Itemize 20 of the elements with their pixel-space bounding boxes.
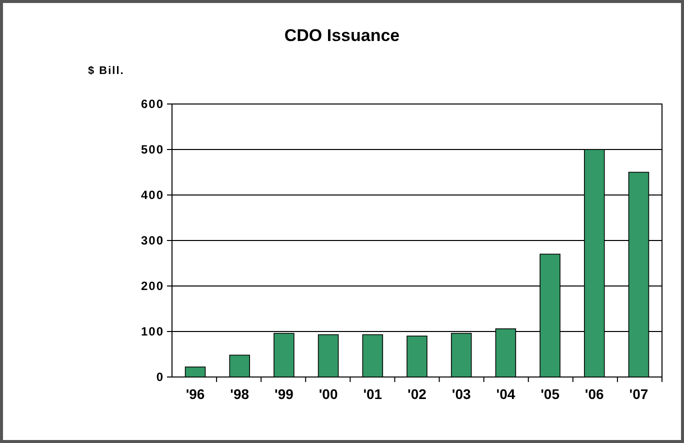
x-tick-label: '01 (363, 386, 382, 402)
x-tick-label: '04 (496, 386, 516, 402)
y-tick-label: 200 (140, 279, 164, 294)
x-tick-label: '06 (584, 386, 604, 402)
x-tick-label: '00 (318, 386, 338, 402)
y-tick-label: 300 (140, 234, 164, 248)
y-tick-label: 400 (140, 188, 164, 202)
x-tick-label: '98 (230, 386, 250, 402)
x-tick-label: '02 (408, 386, 427, 402)
y-tick-label: 600 (140, 97, 164, 112)
x-tick-label: '05 (540, 386, 560, 402)
y-axis-title: $ Bill. (88, 65, 124, 77)
x-tick-label: '96 (186, 386, 205, 402)
x-tick-label: '03 (452, 386, 472, 402)
y-tick-label: 0 (156, 370, 164, 384)
x-tick-label: '07 (629, 386, 648, 402)
chart-title: CDO Issuance (284, 26, 400, 45)
x-tick-label: '99 (274, 386, 294, 402)
y-tick-label: 500 (140, 142, 164, 157)
y-tick-label: 100 (140, 324, 164, 339)
